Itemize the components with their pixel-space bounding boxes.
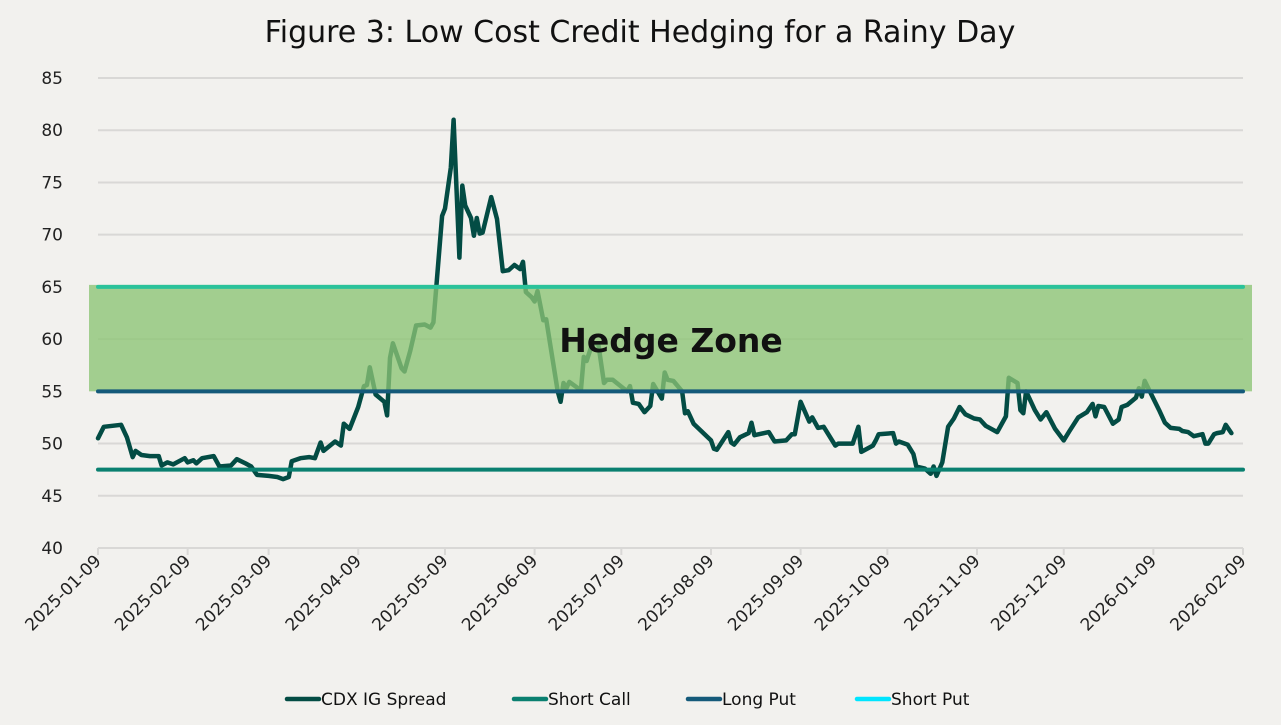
legend-item: Long Put: [685, 690, 796, 710]
y-tick-label: 55: [41, 382, 63, 402]
y-tick-label: 80: [41, 121, 63, 141]
hedge-zone-label: Hedge Zone: [559, 321, 783, 360]
y-tick-label: 50: [41, 435, 63, 455]
chart-title: Figure 3: Low Cost Credit Hedging for a …: [265, 15, 1016, 50]
y-tick-label: 65: [41, 278, 63, 298]
x-tick-label: 2025-06-09: [458, 551, 542, 635]
legend-item: Short Call: [511, 690, 631, 710]
y-tick-label: 70: [41, 226, 63, 246]
x-tick-label: 2025-09-09: [724, 551, 808, 635]
hedge-zone-band: Hedge Zone: [89, 284, 1252, 392]
legend-label: Short Put: [891, 690, 970, 710]
legend-item: CDX IG Spread: [284, 690, 446, 710]
strike-lines: [96, 284, 1245, 472]
x-tick-label: 2025-01-09: [22, 551, 106, 635]
x-tick-label: 2025-07-09: [545, 551, 629, 635]
legend-item: Short Put: [854, 690, 970, 710]
x-tick-label: 2025-12-09: [987, 551, 1071, 635]
x-tick-label: 2025-02-09: [111, 551, 195, 635]
y-tick-label: 60: [41, 330, 63, 350]
cdx-ig-spread-line: [95, 117, 1234, 482]
hedge-zone-rect: [89, 284, 1252, 392]
series-layer: [95, 117, 1234, 482]
x-tick-label: 2026-02-09: [1167, 551, 1251, 635]
x-tick-label: 2025-04-09: [282, 551, 366, 635]
x-tick-label: 2026-01-09: [1077, 551, 1161, 635]
y-tick-label: 45: [41, 487, 63, 507]
x-tick-label: 2025-05-09: [369, 551, 453, 635]
x-tick-label: 2025-03-09: [192, 551, 276, 635]
y-tick-label: 75: [41, 173, 63, 193]
x-tick-label: 2025-10-09: [811, 551, 895, 635]
legend-label: Long Put: [722, 690, 796, 710]
legend-label: CDX IG Spread: [321, 690, 446, 710]
legend-label: Short Call: [548, 690, 631, 710]
y-axis-ticks: 40 45 50 55 60 65 70 75 80 85: [41, 69, 63, 559]
y-tick-label: 85: [41, 69, 63, 89]
x-tick-label: 2025-11-09: [901, 551, 985, 635]
y-tick-label: 40: [41, 539, 63, 559]
x-tick-label: 2025-08-09: [635, 551, 719, 635]
legend: CDX IG Spread Short Call Long Put Short Put: [284, 690, 970, 710]
